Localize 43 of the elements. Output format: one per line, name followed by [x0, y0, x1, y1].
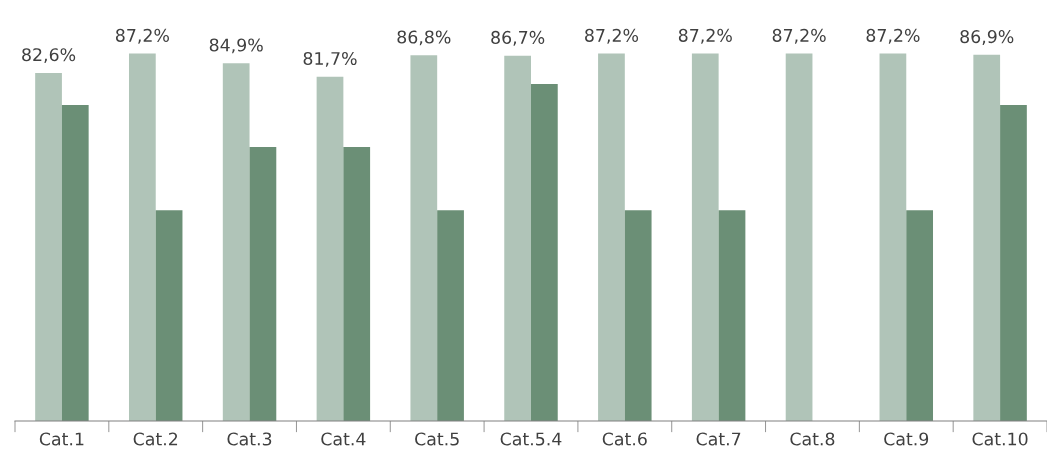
bar [128, 53, 156, 421]
data-label: 86,7% [491, 30, 545, 46]
bar [437, 210, 464, 421]
bar [624, 210, 652, 421]
x-tick-label: Cat.1 [39, 432, 84, 446]
bar [973, 54, 1001, 421]
bar [155, 210, 183, 421]
x-tick-label: Cat.5 [415, 432, 459, 446]
x-tick-label: Cat.6 [602, 432, 647, 446]
x-tick-label: Cat.2 [133, 432, 178, 446]
bar [1000, 104, 1027, 421]
x-tick-label: Cat.10 [972, 432, 1028, 446]
bar [343, 147, 371, 421]
data-label: 87,2% [772, 28, 826, 44]
data-label: 84,9% [209, 38, 263, 54]
bar [222, 63, 250, 421]
bar [691, 53, 719, 421]
data-label: 87,2% [585, 28, 639, 44]
x-tick-label: Cat.8 [790, 432, 835, 446]
bar [316, 76, 344, 421]
bar [504, 55, 531, 421]
bar [906, 210, 934, 421]
data-label: 86,8% [397, 30, 451, 46]
data-label: 87,2% [115, 28, 169, 44]
x-tick-label: Cat.7 [696, 432, 741, 446]
bar [718, 210, 746, 421]
data-label: 86,9% [960, 30, 1014, 45]
data-label: 87,2% [866, 28, 920, 44]
bar [410, 55, 438, 421]
bar [598, 53, 625, 421]
x-tick-label: Cat.3 [227, 432, 272, 446]
data-label: 81,7% [303, 51, 357, 67]
bar [531, 83, 558, 421]
bar [35, 72, 62, 421]
x-tick-label: Cat.5.4 [500, 432, 562, 446]
bar [249, 147, 277, 421]
x-tick-label: Cat.4 [321, 432, 366, 446]
x-tick-label: Cat.9 [884, 432, 929, 446]
bar [61, 104, 89, 421]
bar [879, 53, 907, 421]
data-label: 87,2% [678, 28, 732, 44]
data-label: 82,6% [22, 48, 76, 64]
bar [785, 53, 813, 421]
